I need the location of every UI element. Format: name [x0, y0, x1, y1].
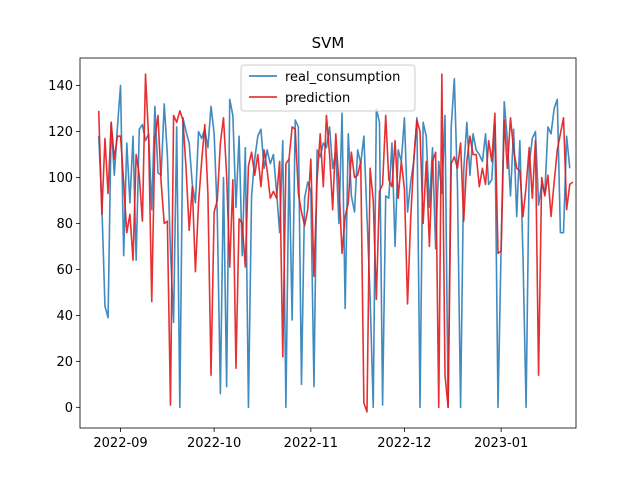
legend-label-prediction: prediction	[285, 91, 350, 106]
x-tick-label: 2022-09	[93, 436, 147, 451]
legend-label-real-consumption: real_consumption	[285, 70, 400, 85]
y-tick-label: 20	[56, 355, 73, 370]
y-tick-label: 0	[65, 401, 73, 416]
y-tick-label: 40	[56, 309, 73, 324]
y-tick-label: 120	[48, 125, 73, 140]
y-tick-label: 60	[56, 263, 73, 278]
chart-title: SVM	[312, 34, 345, 52]
x-tick-label: 2022-11	[284, 436, 338, 451]
x-tick-label: 2022-10	[187, 436, 241, 451]
x-tick-label: 2023-01	[474, 436, 528, 451]
y-tick-label: 80	[56, 217, 73, 232]
x-tick-label: 2022-12	[377, 436, 431, 451]
legend: real_consumption prediction	[240, 64, 416, 112]
plot-frame	[79, 57, 577, 429]
y-tick-label: 140	[48, 79, 73, 94]
series-line-prediction	[97, 73, 574, 413]
legend-box	[240, 64, 416, 112]
y-tick-label: 100	[48, 171, 73, 186]
